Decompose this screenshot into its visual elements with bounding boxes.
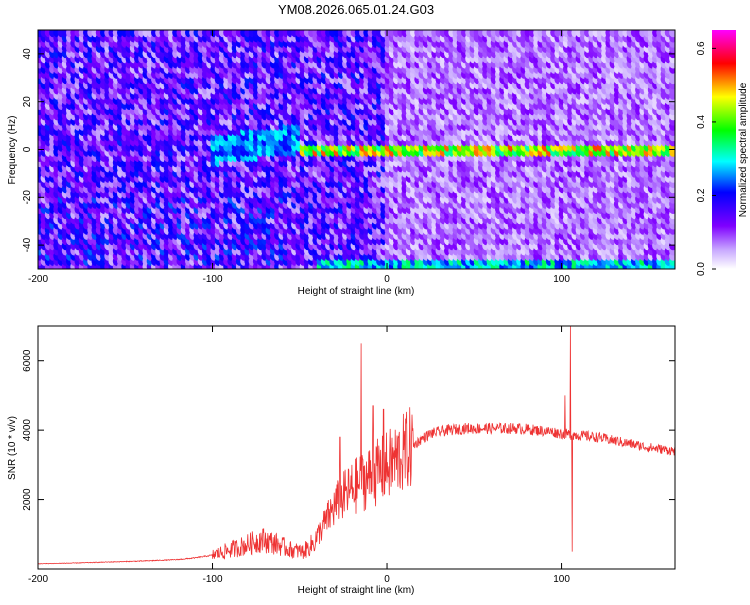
heatmap-cells: [38, 30, 675, 269]
chart-title: YM08.2026.065.01.24.G03: [278, 2, 434, 17]
